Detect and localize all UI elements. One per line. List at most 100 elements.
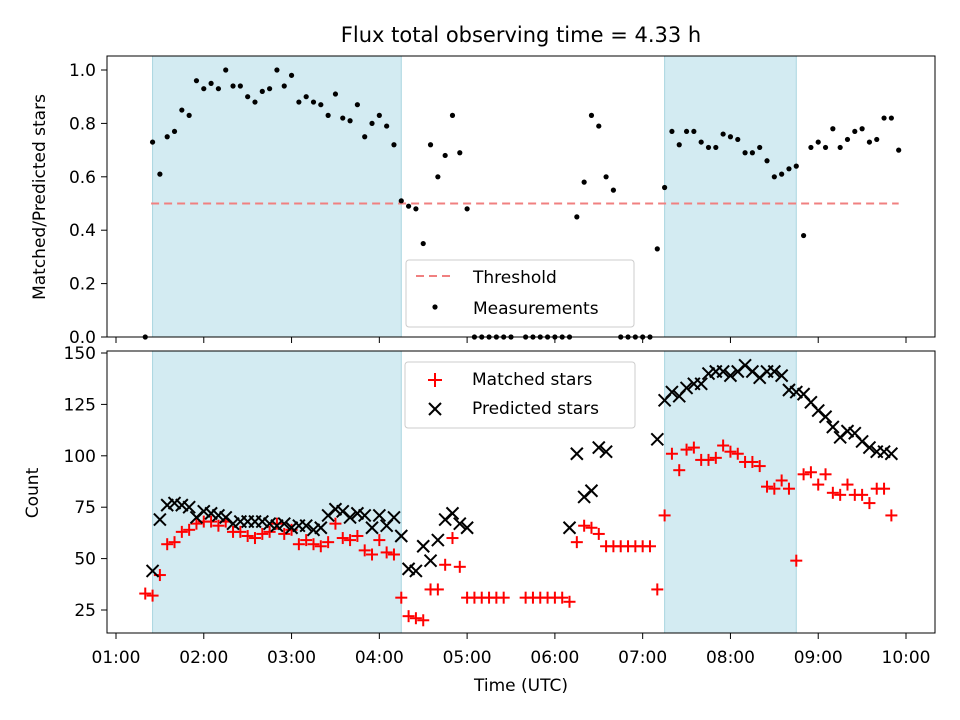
measurement-point (881, 115, 887, 121)
matched-point (358, 544, 371, 557)
top-y-tick-label: 1.0 (69, 61, 96, 81)
measurement-point (259, 88, 265, 94)
matched-point (270, 517, 283, 530)
measurement-point (420, 240, 426, 247)
matched-point (205, 515, 218, 528)
matched-point (651, 583, 664, 596)
matched-point (373, 534, 386, 547)
x-tick-label: 01:00 (92, 648, 141, 668)
measurement-point (186, 112, 192, 118)
measurement-point (252, 99, 258, 105)
measurement-point (391, 142, 397, 148)
matched-point (417, 614, 430, 627)
measurement-point (581, 179, 587, 185)
matched-point (446, 532, 459, 545)
matched-point (570, 536, 583, 549)
measurement-point (157, 171, 163, 177)
x-tick-label: 07:00 (618, 648, 667, 668)
measurement-point (683, 128, 690, 135)
predicted-point (826, 420, 840, 434)
matched-point (190, 517, 203, 530)
x-axis-label: Time (UTC) (473, 676, 568, 696)
measurement-point (779, 171, 785, 177)
matched-point (563, 595, 576, 608)
measurement-point (742, 150, 748, 156)
matched-point (819, 468, 832, 481)
measurement-point (676, 142, 682, 148)
measurement-point (464, 206, 470, 212)
matched-point (790, 554, 803, 567)
predicted-point (665, 385, 679, 399)
measurement-point (771, 174, 777, 180)
measurement-point (201, 86, 207, 92)
measurement-point (727, 134, 734, 140)
matched-point (248, 532, 261, 545)
top-plot-frame (106, 55, 936, 338)
legend-matched-swatch (428, 373, 442, 387)
matched-point (592, 527, 605, 540)
predicted-point (570, 447, 584, 461)
measurement-point (398, 198, 404, 204)
measurement-point (435, 174, 441, 180)
shaded-interval-0 (152, 350, 402, 634)
x-tick-label: 03:00 (267, 648, 316, 668)
top-x-ticks (115, 337, 907, 343)
matched-point (183, 523, 196, 536)
measurement-point (713, 144, 719, 151)
matched-point (212, 519, 225, 532)
matched-point (643, 540, 656, 553)
measurement-point (179, 107, 185, 113)
matched-point (753, 460, 766, 473)
matched-point (702, 453, 715, 466)
measurement-point (149, 139, 156, 145)
predicted-point (453, 516, 467, 531)
matched-point (234, 525, 247, 538)
measurement-point (427, 142, 434, 148)
legend-matched-label: Matched stars (472, 370, 592, 390)
top-y-axis-label: Matched/Predicted stars (30, 94, 50, 300)
x-tick-label: 04:00 (355, 648, 404, 668)
bottom-y-tick-label: 50 (74, 550, 96, 570)
measurement-point (171, 128, 178, 135)
measurement-point (830, 126, 836, 132)
x-tick-label: 08:00 (706, 648, 755, 668)
predicted-point (650, 432, 665, 447)
measurement-point (596, 123, 602, 129)
matched-point (263, 525, 276, 538)
measurement-point (669, 128, 675, 135)
measurement-point (662, 184, 668, 191)
matched-point (329, 517, 342, 530)
bottom-x-ticks: 01:00 02:00 03:00 04:00 05:00 06:00 07:00 08:00… (92, 633, 931, 668)
measurement-point (574, 214, 580, 220)
measurement-point (757, 144, 763, 151)
matched-point (168, 536, 181, 549)
measurement-point (405, 203, 412, 209)
matched-point (856, 488, 869, 501)
predicted-point (818, 410, 833, 424)
bottom-legend-box (404, 361, 636, 429)
measurement-point (786, 166, 792, 172)
legend-threshold-label: Threshold (472, 268, 557, 288)
measurement-point (808, 144, 814, 151)
predicted-point (694, 377, 708, 391)
matched-point (782, 482, 795, 495)
matched-point (161, 538, 174, 551)
predicted-point (431, 533, 445, 547)
predicted-point (423, 553, 438, 568)
predicted-point (357, 508, 372, 523)
measurement-point (215, 86, 222, 92)
top-y-ticks: 0.0 0.2 0.4 0.6 0.8 1.0 (69, 61, 107, 348)
measurement-point (588, 112, 595, 118)
matched-point (351, 529, 364, 542)
predicted-point (584, 484, 599, 498)
measurement-point (837, 144, 843, 151)
measurement-point (800, 232, 807, 239)
measurement-point (288, 72, 295, 78)
measurement-point (793, 163, 799, 169)
x-tick-label: 02:00 (179, 648, 228, 668)
matched-point (834, 488, 847, 501)
predicted-point (767, 364, 782, 379)
measurement-point (376, 112, 382, 118)
predicted-point (723, 368, 738, 383)
